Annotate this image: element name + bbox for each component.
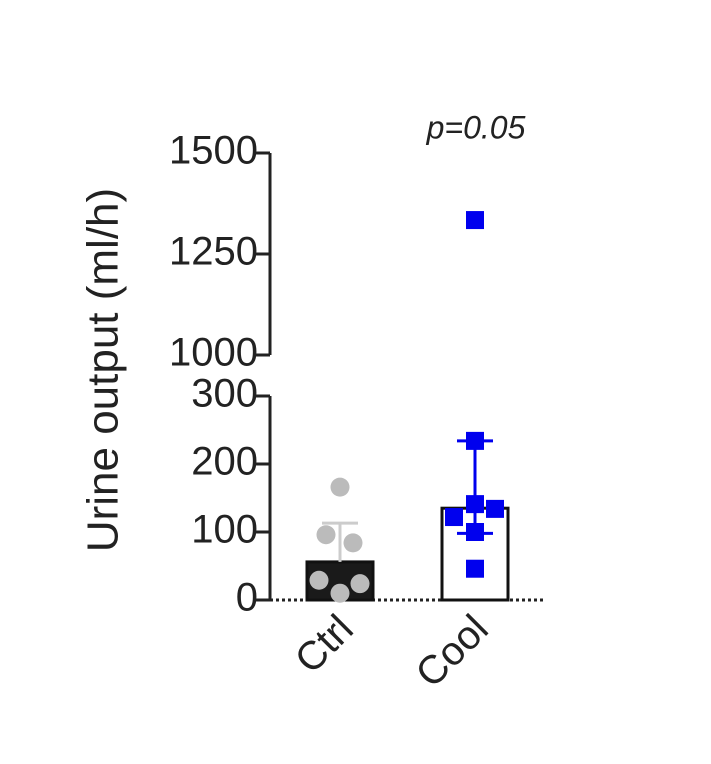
annotation: p=0.05 [426, 109, 526, 145]
y-tick-label: 0 [236, 576, 258, 620]
y-axis-label: Urine output (ml/h) [79, 188, 128, 552]
data-point [466, 495, 484, 514]
y-tick-label: 300 [191, 372, 258, 416]
y-tick-label: 1000 [169, 331, 258, 375]
data-point [316, 525, 336, 545]
data-point [330, 477, 350, 497]
data-point [330, 583, 350, 603]
data-point [466, 559, 484, 578]
x-tick-label: Ctrl [287, 607, 362, 682]
y-tick-label: 1500 [169, 129, 258, 173]
data-point [466, 523, 484, 541]
x-tick-label: Cool [408, 607, 497, 696]
data-point [445, 508, 463, 527]
y-tick-label: 200 [191, 440, 258, 484]
data-point [486, 499, 504, 518]
data-point [466, 431, 484, 450]
data-point [350, 574, 370, 594]
y-tick-label: 100 [191, 508, 258, 552]
data-point [343, 533, 363, 553]
y-tick-label: 1250 [169, 230, 258, 274]
data-point [466, 211, 484, 230]
data-point [309, 570, 329, 590]
